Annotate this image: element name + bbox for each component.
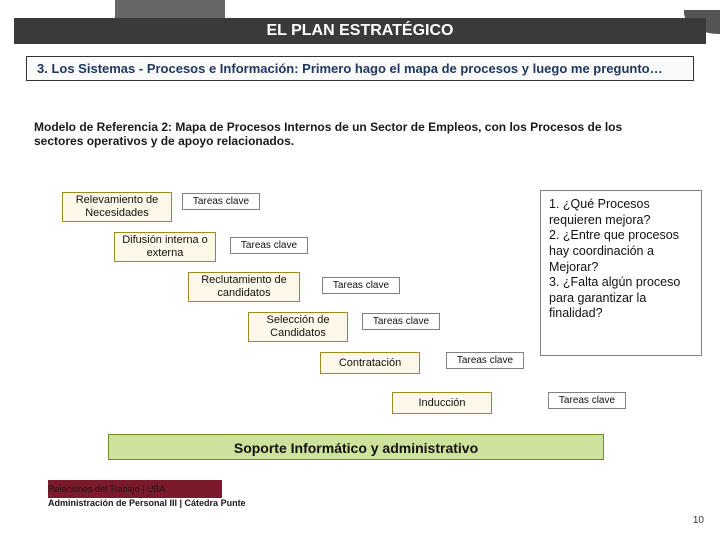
slide-title: EL PLAN ESTRATÉGICO [14,18,706,44]
top-accent-block [115,0,225,18]
tareas-label-6: Tareas clave [548,392,626,409]
footer-line-1: Relaciones del Trabajo | UBA [48,484,165,494]
process-box-4: Selección de Candidatos [248,312,348,342]
tareas-label-4: Tareas clave [362,313,440,330]
support-bar: Soporte Informático y administrativo [108,434,604,460]
footer-line-2: Administración de Personal III | Cátedra… [48,498,246,508]
page-number: 10 [693,515,704,526]
section-heading-box: 3. Los Sistemas - Procesos e Información… [26,56,694,81]
process-box-1: Relevamiento de Necesidades [62,192,172,222]
process-box-3: Reclutamiento de candidatos [188,272,300,302]
process-box-2: Difusión interna o externa [114,232,216,262]
questions-box: 1. ¿Qué Procesos requieren mejora? 2. ¿E… [540,190,702,356]
tareas-label-3: Tareas clave [322,277,400,294]
tareas-label-1: Tareas clave [182,193,260,210]
tareas-label-2: Tareas clave [230,237,308,254]
tareas-label-5: Tareas clave [446,352,524,369]
subtitle-text: Modelo de Referencia 2: Mapa de Procesos… [34,120,674,148]
process-box-6: Inducción [392,392,492,414]
process-box-5: Contratación [320,352,420,374]
